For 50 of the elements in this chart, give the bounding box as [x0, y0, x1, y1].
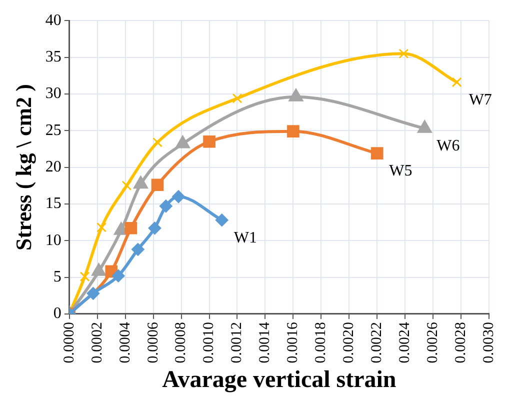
point — [152, 137, 163, 148]
point — [172, 190, 185, 204]
point — [112, 269, 125, 282]
x-tick-label: 0.0010 — [201, 322, 218, 364]
point — [232, 93, 242, 104]
point — [287, 125, 300, 138]
point — [398, 48, 409, 59]
series-label: W1 — [234, 229, 257, 246]
point — [151, 178, 164, 192]
y-tick-label: 30 — [45, 85, 62, 102]
x-tick-label: 0.0002 — [89, 322, 106, 364]
point — [203, 135, 216, 148]
point — [86, 286, 100, 300]
x-tick-label: 0.0016 — [285, 321, 302, 364]
point — [370, 147, 384, 160]
x-tick-label: 0.0004 — [117, 321, 134, 364]
x-tick-label: 0.0018 — [313, 322, 330, 364]
y-axis-title: Stress ( kg \ cm2 ) — [10, 84, 36, 250]
x-tick-label: 0.0012 — [229, 322, 246, 364]
x-tick-label: 0.0000 — [61, 322, 78, 364]
y-tick-label: 20 — [45, 158, 62, 176]
y-tick-label: 0 — [53, 305, 62, 322]
y-tick-label: 15 — [45, 195, 62, 212]
x-tick-label: 0.0014 — [257, 321, 274, 364]
y-tick-label: 10 — [45, 232, 62, 249]
y-tick-label: 25 — [45, 122, 62, 139]
x-tick-label: 0.0020 — [341, 322, 358, 364]
point — [124, 222, 138, 234]
series-label: W7 — [468, 91, 492, 108]
point — [96, 222, 107, 232]
y-tick-label: 5 — [53, 268, 62, 286]
x-tick-label: 0.0022 — [369, 322, 386, 364]
x-tick-label: 0.0024 — [397, 321, 414, 364]
series-label: W5 — [389, 162, 412, 180]
series-label: W6 — [436, 138, 460, 155]
point — [148, 222, 162, 235]
x-tick-label: 0.0008 — [173, 322, 190, 364]
point — [80, 272, 90, 282]
point — [131, 242, 144, 256]
y-tick-label: 40 — [45, 12, 62, 29]
point — [452, 77, 462, 88]
x-tick-label: 0.0030 — [480, 322, 497, 364]
x-tick-label: 0.0026 — [424, 321, 441, 364]
x-tick-label: 0.0006 — [145, 321, 162, 364]
y-tick-label: 35 — [45, 48, 62, 66]
x-axis-title: Avarage vertical strain — [162, 366, 396, 393]
x-tick-label: 0.0028 — [452, 322, 469, 364]
point — [215, 214, 228, 227]
point — [122, 180, 132, 191]
point — [159, 200, 172, 213]
